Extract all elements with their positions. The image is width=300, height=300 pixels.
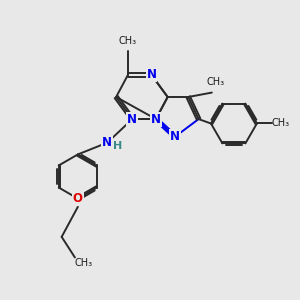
Text: N: N — [151, 112, 161, 126]
Text: N: N — [146, 68, 157, 81]
Text: CH₃: CH₃ — [206, 77, 224, 87]
Text: H: H — [113, 141, 122, 151]
Text: N: N — [127, 112, 137, 126]
Text: CH₃: CH₃ — [75, 258, 93, 268]
Text: O: O — [73, 192, 83, 205]
Text: CH₃: CH₃ — [119, 36, 137, 46]
Text: CH₃: CH₃ — [272, 118, 290, 128]
Text: N: N — [102, 136, 112, 149]
Text: N: N — [170, 130, 180, 143]
